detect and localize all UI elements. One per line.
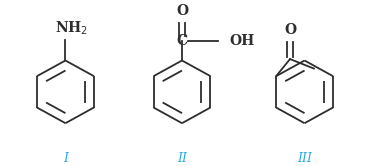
Text: I: I (63, 152, 68, 165)
Text: III: III (297, 152, 312, 165)
Text: C: C (176, 35, 188, 48)
Text: O: O (176, 4, 188, 18)
Text: OH: OH (230, 35, 255, 48)
Text: O: O (284, 23, 296, 37)
Text: II: II (177, 152, 187, 165)
Text: NH$_2$: NH$_2$ (55, 19, 88, 37)
